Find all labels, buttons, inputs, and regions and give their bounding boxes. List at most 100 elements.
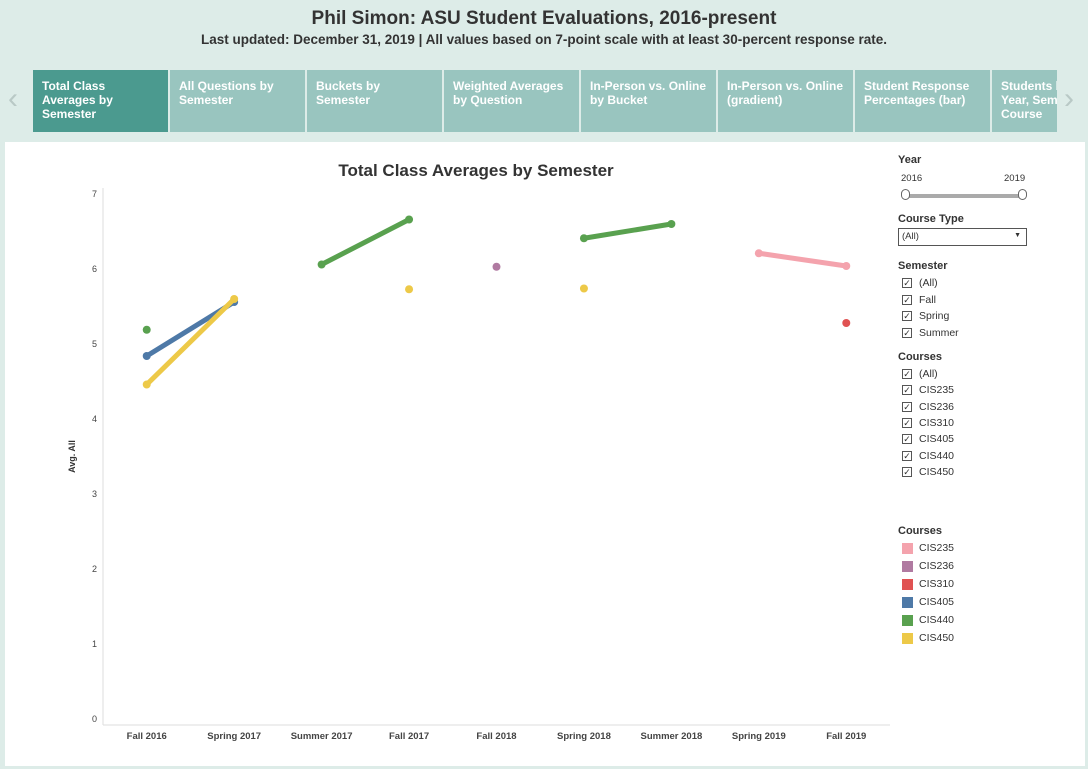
legend-item[interactable]: CIS310 [902, 577, 954, 591]
year-slider[interactable]: 2016 2019 [898, 170, 1030, 206]
data-point-cis440[interactable] [667, 220, 676, 228]
checkbox-icon[interactable]: ✓ [902, 417, 912, 428]
legend-item[interactable]: CIS236 [902, 559, 954, 573]
checkbox-icon[interactable]: ✓ [902, 327, 912, 338]
data-point-cis450[interactable] [579, 284, 588, 293]
course-checkbox-cis236[interactable]: ✓ CIS236 [902, 400, 954, 414]
tab-6[interactable]: In-Person vs. Online (gradient) [718, 70, 853, 132]
checkbox-icon[interactable]: ✓ [902, 434, 912, 445]
semester-checkbox-all[interactable]: ✓ (All) [902, 276, 938, 290]
year-filter-label: Year [898, 154, 922, 166]
data-point-cis450[interactable] [230, 295, 239, 303]
course-checkbox-cis440[interactable]: ✓ CIS440 [902, 449, 954, 463]
checkbox-icon[interactable]: ✓ [902, 311, 912, 321]
courses-filter-label: Courses [898, 351, 943, 363]
semester-checkbox-fall[interactable]: ✓ Fall [902, 293, 936, 307]
tab-label-line: Students by [1001, 79, 1057, 93]
semester-checkbox-summer[interactable]: ✓ Summer [902, 326, 959, 340]
course-checkbox-all[interactable]: ✓ (All) [902, 367, 938, 381]
legend-label: CIS440 [919, 614, 955, 626]
data-point-cis450[interactable] [405, 285, 414, 294]
data-point-cis440[interactable] [579, 234, 588, 243]
data-point-cis450[interactable] [142, 380, 151, 389]
legend-item[interactable]: CIS235 [902, 541, 954, 555]
semester-checkbox-spring[interactable]: ✓ Spring [902, 309, 949, 323]
data-point-cis405[interactable] [142, 352, 151, 360]
year-slider-max-handle[interactable] [1018, 189, 1027, 200]
data-point-cis440[interactable] [405, 215, 414, 224]
legend-swatch [902, 578, 913, 590]
tab-1[interactable]: Total Class Averages by Semester [33, 70, 168, 132]
tab-2[interactable]: All Questions by Semester [170, 70, 305, 132]
chevron-right-icon[interactable]: › [1064, 82, 1074, 115]
year-slider-min-handle[interactable] [901, 189, 910, 200]
legend-swatch [902, 596, 913, 608]
year-slider-track[interactable] [904, 194, 1022, 198]
data-point-cis310[interactable] [842, 319, 851, 327]
tab-7[interactable]: Student Response Percentages (bar) [855, 70, 990, 132]
x-tick-label: Spring 2019 [732, 731, 786, 742]
checkbox-icon[interactable]: ✓ [902, 294, 912, 305]
tab-label-line: Total Class [42, 79, 106, 93]
checkbox-icon[interactable]: ✓ [902, 278, 912, 288]
legend-label: CIS236 [919, 560, 955, 572]
course-type-dropdown[interactable]: (All) ▼ [898, 228, 1027, 246]
chevron-left-icon[interactable]: ‹ [8, 82, 18, 115]
tab-label-line: (gradient) [727, 93, 783, 107]
x-tick-label: Fall 2018 [476, 731, 516, 742]
tab-5[interactable]: In-Person vs. Online by Bucket [581, 70, 716, 132]
data-point-cis440[interactable] [142, 325, 151, 334]
tab-8[interactable]: Students byYear, Semester,Course [992, 70, 1057, 132]
course-checkbox-cis235[interactable]: ✓ CIS235 [902, 383, 954, 397]
data-point-cis236[interactable] [492, 262, 501, 271]
x-tick-label: Summer 2018 [640, 731, 702, 742]
tab-label-line: Semester [42, 107, 97, 121]
checkbox-icon[interactable]: ✓ [902, 401, 912, 412]
legend-item[interactable]: CIS440 [902, 613, 954, 627]
legend-label: CIS450 [919, 632, 955, 644]
y-tick-label: 4 [92, 414, 97, 424]
checkbox-icon[interactable]: ✓ [902, 450, 912, 461]
checkbox-icon[interactable]: ✓ [902, 369, 912, 379]
tab-label-line: Semester [179, 93, 234, 107]
course-checkbox-cis310[interactable]: ✓ CIS310 [902, 416, 954, 430]
year-max-label: 2019 [1004, 173, 1026, 184]
legend-item[interactable]: CIS450 [902, 631, 954, 645]
checkbox-icon[interactable]: ✓ [902, 385, 912, 396]
legend-label: CIS235 [919, 542, 955, 554]
semester-filter-label: Semester [898, 260, 948, 272]
x-tick-label: Spring 2017 [207, 731, 261, 742]
tab-label-line: Weighted Averages [453, 79, 564, 93]
series-line-cis450[interactable] [144, 296, 237, 387]
legend-swatch [902, 614, 913, 626]
course-checkbox-cis405[interactable]: ✓ CIS405 [902, 432, 954, 446]
x-tick-label: Spring 2018 [557, 731, 611, 742]
data-point-cis440[interactable] [317, 260, 326, 269]
checkbox-icon[interactable]: ✓ [902, 466, 912, 477]
dropdown-arrow-icon: ▼ [1014, 232, 1021, 239]
y-tick-label: 3 [92, 489, 97, 499]
series-line-cis440[interactable] [581, 221, 674, 241]
chart-title: Total Class Averages by Semester [338, 161, 614, 180]
tab-3[interactable]: Buckets by Semester [307, 70, 442, 132]
y-tick-label: 2 [92, 564, 97, 574]
dashboard-title: Phil Simon: ASU Student Evaluations, 201… [311, 8, 777, 29]
checkbox-label: Spring [919, 310, 950, 322]
y-axis-title: Avg. All [67, 440, 77, 473]
data-point-cis235[interactable] [842, 262, 851, 270]
x-tick-label: Summer 2017 [291, 731, 353, 742]
checkbox-label: Summer [919, 326, 959, 339]
tab-4[interactable]: Weighted Averages by Question [444, 70, 579, 132]
course-checkbox-cis450[interactable]: ✓ CIS450 [902, 465, 954, 479]
dashboard-subtitle: Last updated: December 31, 2019 | All va… [200, 32, 888, 47]
checkbox-label: CIS235 [919, 384, 955, 397]
series-line-cis235[interactable] [756, 250, 849, 269]
course-type-label: Course Type [898, 213, 964, 225]
legend-item[interactable]: CIS405 [902, 595, 954, 609]
legend-title: Courses [898, 525, 943, 537]
x-tick-label: Fall 2019 [826, 731, 866, 742]
checkbox-label: CIS236 [919, 400, 955, 413]
data-point-cis235[interactable] [754, 249, 763, 258]
series-line-cis440[interactable] [319, 217, 412, 267]
